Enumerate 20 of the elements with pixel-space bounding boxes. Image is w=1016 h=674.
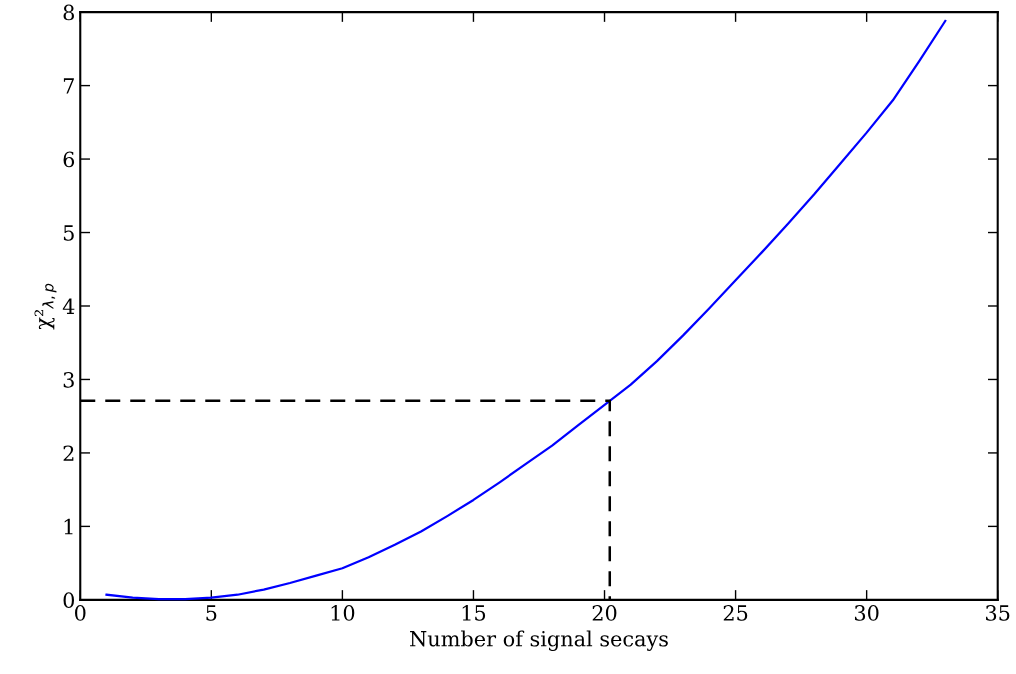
x-tick-label: 35 xyxy=(986,605,1010,621)
x-tick-label: 15 xyxy=(462,605,486,621)
x-tick-label: 10 xyxy=(331,605,355,621)
y-tick-label: 8 xyxy=(63,4,74,21)
y-tick-label: 4 xyxy=(62,298,75,314)
line-series xyxy=(105,19,947,601)
x-axis-title: Number of signal secays xyxy=(410,630,668,651)
y-tick-label: 5 xyxy=(63,225,74,241)
x-tick-label: 5 xyxy=(206,605,217,621)
x-tick-label: 30 xyxy=(854,605,879,621)
x-tick-label: 20 xyxy=(592,605,617,621)
y-tick-label: 3 xyxy=(63,371,74,388)
x-tick-label: 25 xyxy=(723,605,748,621)
x-tick-label: 0 xyxy=(75,605,86,621)
y-axis-title: χ²$_{λ,p}$ xyxy=(34,283,57,330)
y-tick-label: 6 xyxy=(63,151,75,168)
y-tick-label: 0 xyxy=(63,592,75,609)
y-tick-label: 1 xyxy=(64,518,73,535)
y-tick-label: 7 xyxy=(63,78,74,94)
y-tick-label: 2 xyxy=(63,445,74,461)
